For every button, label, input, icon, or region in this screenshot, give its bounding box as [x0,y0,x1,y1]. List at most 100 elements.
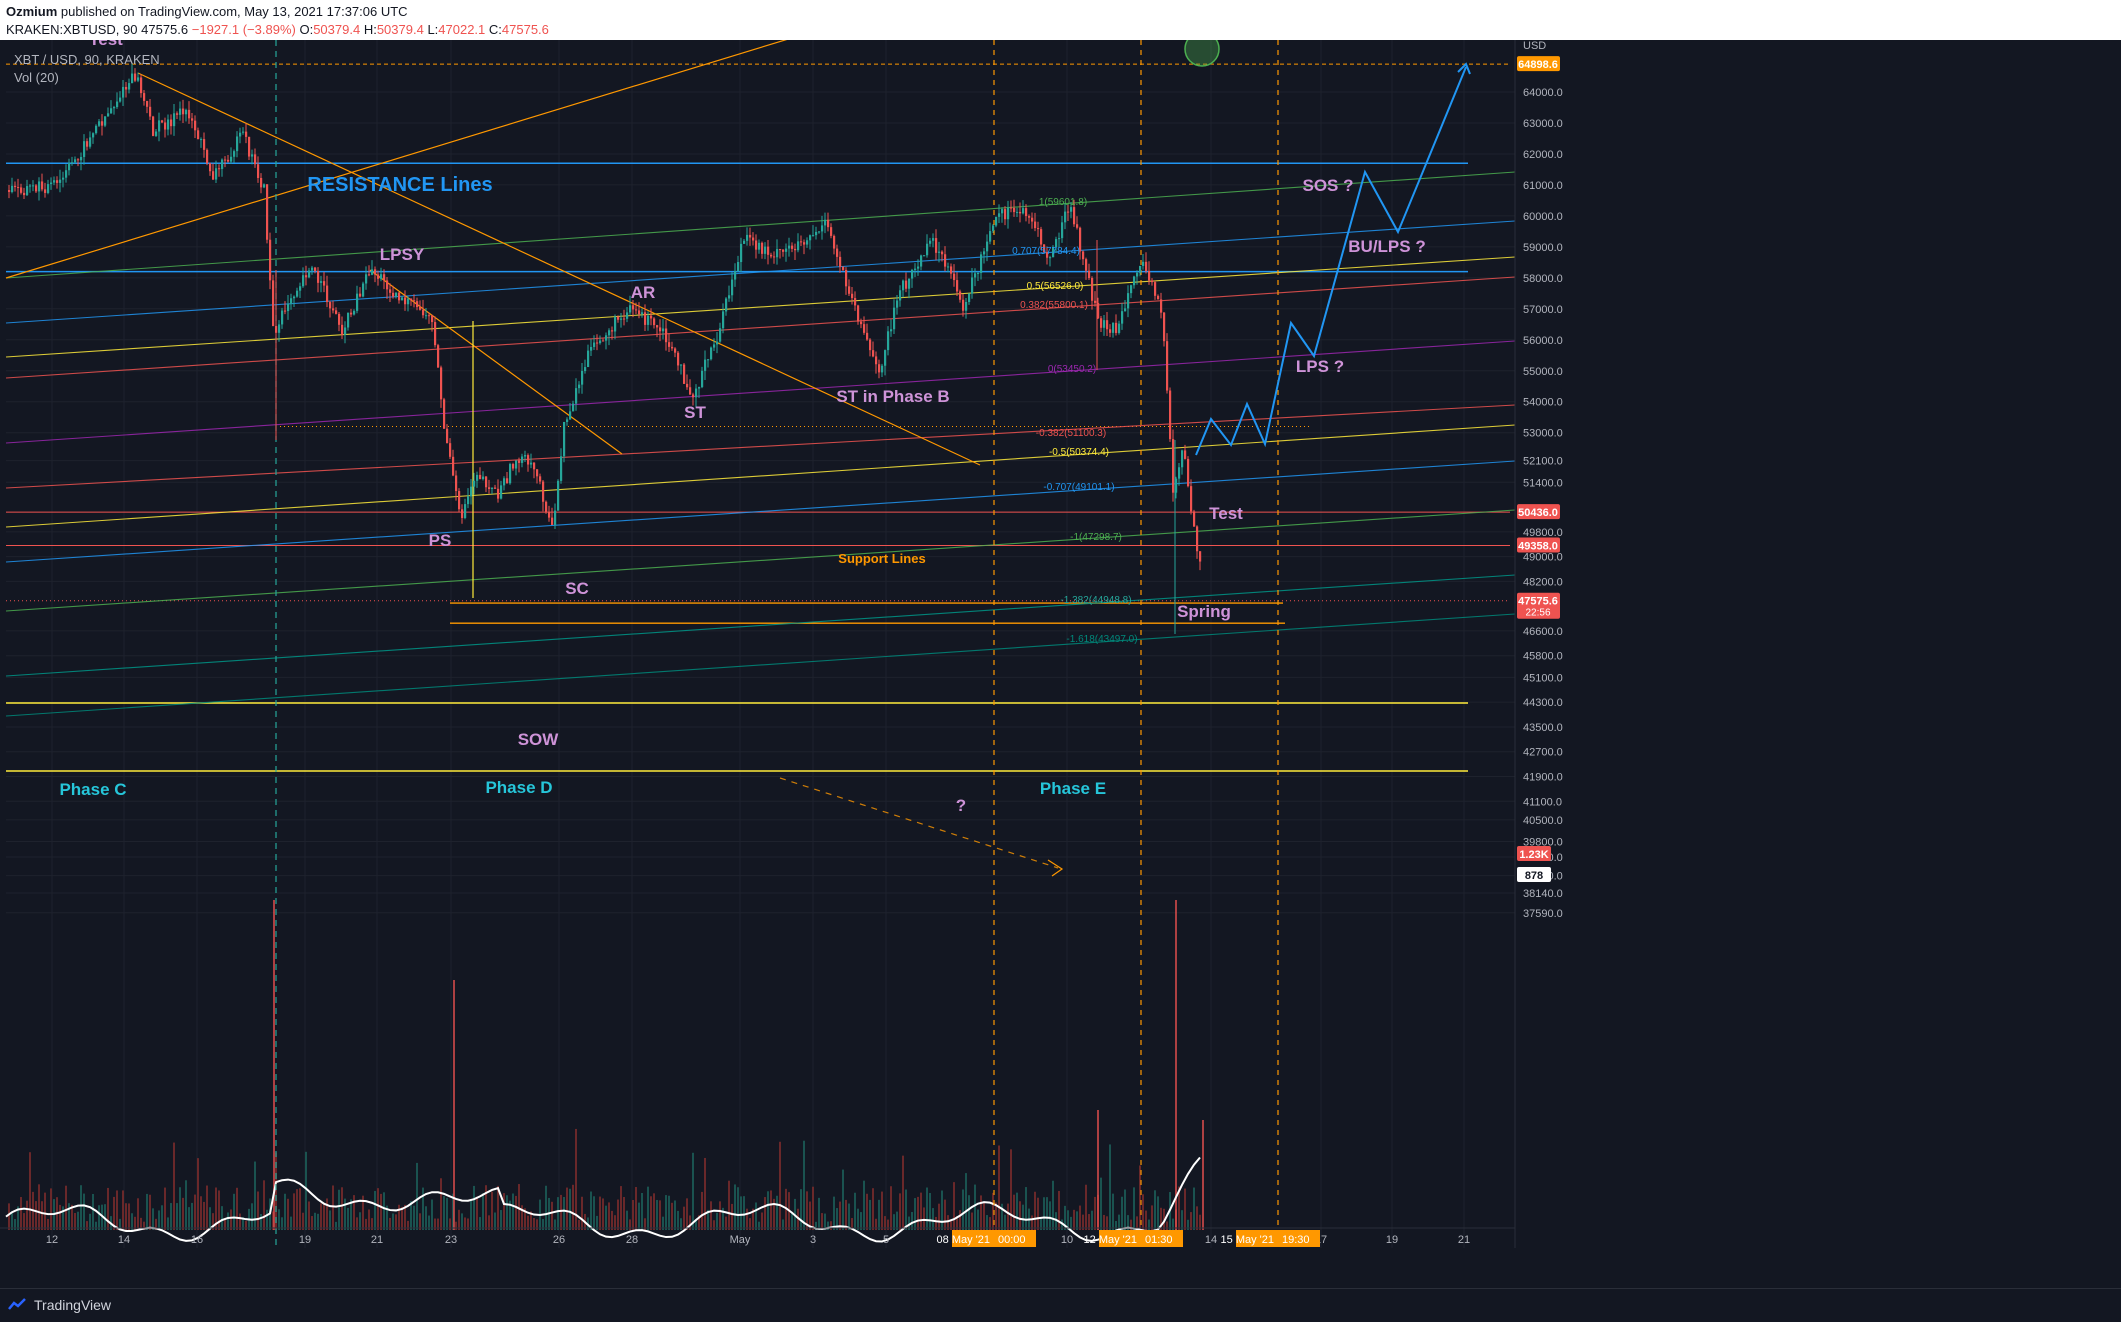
candle-body[interactable] [461,509,464,519]
candle-body[interactable] [869,339,872,351]
candle-body[interactable] [926,243,929,256]
candle-body[interactable] [749,234,752,238]
candle-body[interactable] [1094,300,1097,303]
candle-body[interactable] [293,296,296,299]
candle-body[interactable] [122,86,125,98]
candle-body[interactable] [581,370,584,385]
candle-body[interactable] [413,300,416,302]
candle-body[interactable] [344,327,347,335]
candle-body[interactable] [1016,211,1019,213]
candle-body[interactable] [404,297,407,305]
candle-body[interactable] [200,139,203,141]
candle-body[interactable] [140,77,143,94]
candle-body[interactable] [32,185,35,187]
candle-body[interactable] [488,487,491,489]
candle-body[interactable] [911,269,914,279]
candle-body[interactable] [818,231,821,233]
candle-body[interactable] [1160,299,1163,313]
candle-body[interactable] [524,455,527,457]
candle-body[interactable] [416,301,419,308]
candle-body[interactable] [602,340,605,342]
candle-body[interactable] [1187,458,1190,487]
candle-body[interactable] [683,364,686,384]
candle-body[interactable] [929,240,932,244]
candle-body[interactable] [617,316,620,320]
candle-body[interactable] [1079,227,1082,252]
candle-body[interactable] [41,181,44,190]
candle-body[interactable] [1007,207,1010,220]
candle-body[interactable] [959,291,962,300]
candle-body[interactable] [476,474,479,481]
candle-body[interactable] [542,481,545,502]
candle-body[interactable] [113,107,116,109]
candle-body[interactable] [737,262,740,272]
candle-body[interactable] [227,159,230,162]
candle-body[interactable] [884,350,887,366]
candle-body[interactable] [536,469,539,477]
candle-body[interactable] [746,234,749,241]
candle-body[interactable] [161,120,164,123]
candle-body[interactable] [767,246,770,255]
candle-body[interactable] [83,141,86,157]
candle-body[interactable] [71,162,74,164]
candle-body[interactable] [1196,526,1199,552]
candle-body[interactable] [971,277,974,294]
candle-body[interactable] [1022,208,1025,214]
candle-body[interactable] [335,310,338,314]
candle-body[interactable] [998,213,1001,217]
candle-body[interactable] [374,269,377,275]
candle-body[interactable] [854,298,857,306]
candle-body[interactable] [914,268,917,270]
candle-body[interactable] [1064,211,1067,223]
candle-body[interactable] [908,278,911,289]
candle-body[interactable] [809,235,812,241]
candle-body[interactable] [560,456,563,481]
candle-body[interactable] [86,141,89,147]
candle-body[interactable] [500,485,503,499]
candle-body[interactable] [713,344,716,348]
candle-body[interactable] [491,487,494,489]
candle-body[interactable] [506,478,509,484]
candle-body[interactable] [953,273,956,281]
candle-body[interactable] [362,283,365,297]
candle-body[interactable] [650,315,653,319]
candle-body[interactable] [785,248,788,252]
candle-body[interactable] [314,267,317,271]
candle-body[interactable] [755,240,758,250]
candle-body[interactable] [614,316,617,332]
candle-body[interactable] [443,399,446,429]
candle-body[interactable] [782,249,785,252]
candle-body[interactable] [920,255,923,267]
candle-body[interactable] [1139,265,1142,273]
candle-body[interactable] [299,286,302,291]
candle-body[interactable] [281,310,284,325]
candle-body[interactable] [863,324,866,333]
candle-body[interactable] [248,136,251,157]
candle-body[interactable] [449,443,452,457]
candle-body[interactable] [992,225,995,232]
candle-body[interactable] [233,151,236,157]
candle-body[interactable] [1031,217,1034,222]
candle-body[interactable] [572,403,575,412]
candle-body[interactable] [1190,486,1193,512]
candle-body[interactable] [698,387,701,389]
candle-body[interactable] [278,324,281,333]
candle-body[interactable] [392,292,395,297]
candle-body[interactable] [77,159,80,161]
candle-body[interactable] [527,455,530,465]
candle-body[interactable] [896,300,899,308]
candle-body[interactable] [950,266,953,274]
candle-body[interactable] [65,170,68,178]
candle-body[interactable] [590,346,593,351]
candle-body[interactable] [554,510,557,525]
candle-body[interactable] [968,293,971,303]
candle-body[interactable] [806,240,809,245]
candle-body[interactable] [1181,450,1184,468]
candle-body[interactable] [674,348,677,353]
candle-body[interactable] [383,274,386,281]
candle-body[interactable] [482,476,485,480]
candle-body[interactable] [221,159,224,169]
candle-body[interactable] [1019,211,1022,214]
candle-body[interactable] [257,164,260,178]
candle-body[interactable] [134,73,137,81]
